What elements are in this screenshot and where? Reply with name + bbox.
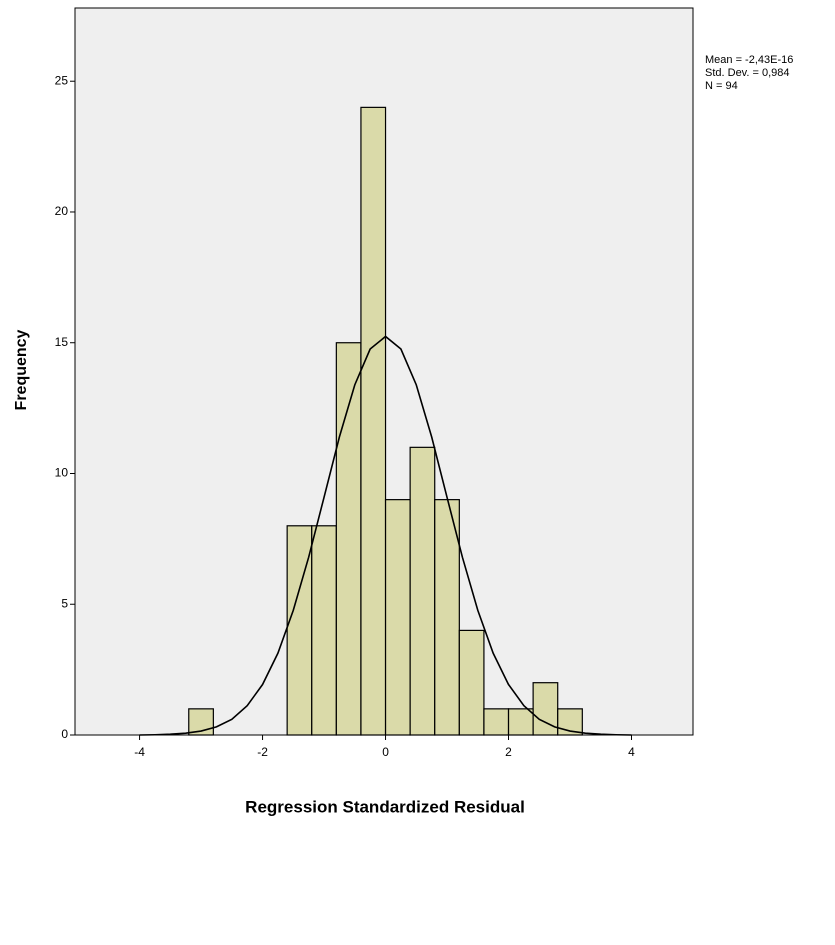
- bar: [384, 499, 411, 736]
- bar: [434, 499, 460, 736]
- y-tick-label: 5: [61, 596, 68, 610]
- bar: [335, 342, 362, 736]
- y-tick-label: 0: [61, 727, 68, 741]
- x-axis-label: Regression Standardized Residual: [245, 797, 525, 816]
- y-tick-label: 15: [55, 335, 69, 349]
- x-tick-label: -4: [134, 745, 145, 759]
- x-tick-label: 4: [628, 745, 635, 759]
- bar: [311, 525, 337, 736]
- bar: [458, 629, 485, 736]
- x-tick-label: 2: [505, 745, 512, 759]
- stat-annotation: N = 94: [705, 80, 738, 92]
- bar: [360, 106, 387, 736]
- bar: [483, 708, 510, 736]
- bar: [507, 708, 534, 736]
- bar: [409, 446, 436, 736]
- y-axis-label: Frequency: [13, 329, 30, 410]
- stat-annotation: Std. Dev. = 0,984: [705, 67, 790, 79]
- y-tick-label: 20: [55, 204, 69, 218]
- y-tick-label: 10: [55, 466, 69, 480]
- normal-curve: [139, 335, 632, 736]
- plot-frame: [74, 7, 694, 736]
- y-tick-label: 25: [55, 73, 69, 87]
- stat-annotation: Mean = -2,43E-16: [705, 54, 793, 66]
- x-tick-label: 0: [382, 745, 389, 759]
- x-tick-label: -2: [257, 745, 268, 759]
